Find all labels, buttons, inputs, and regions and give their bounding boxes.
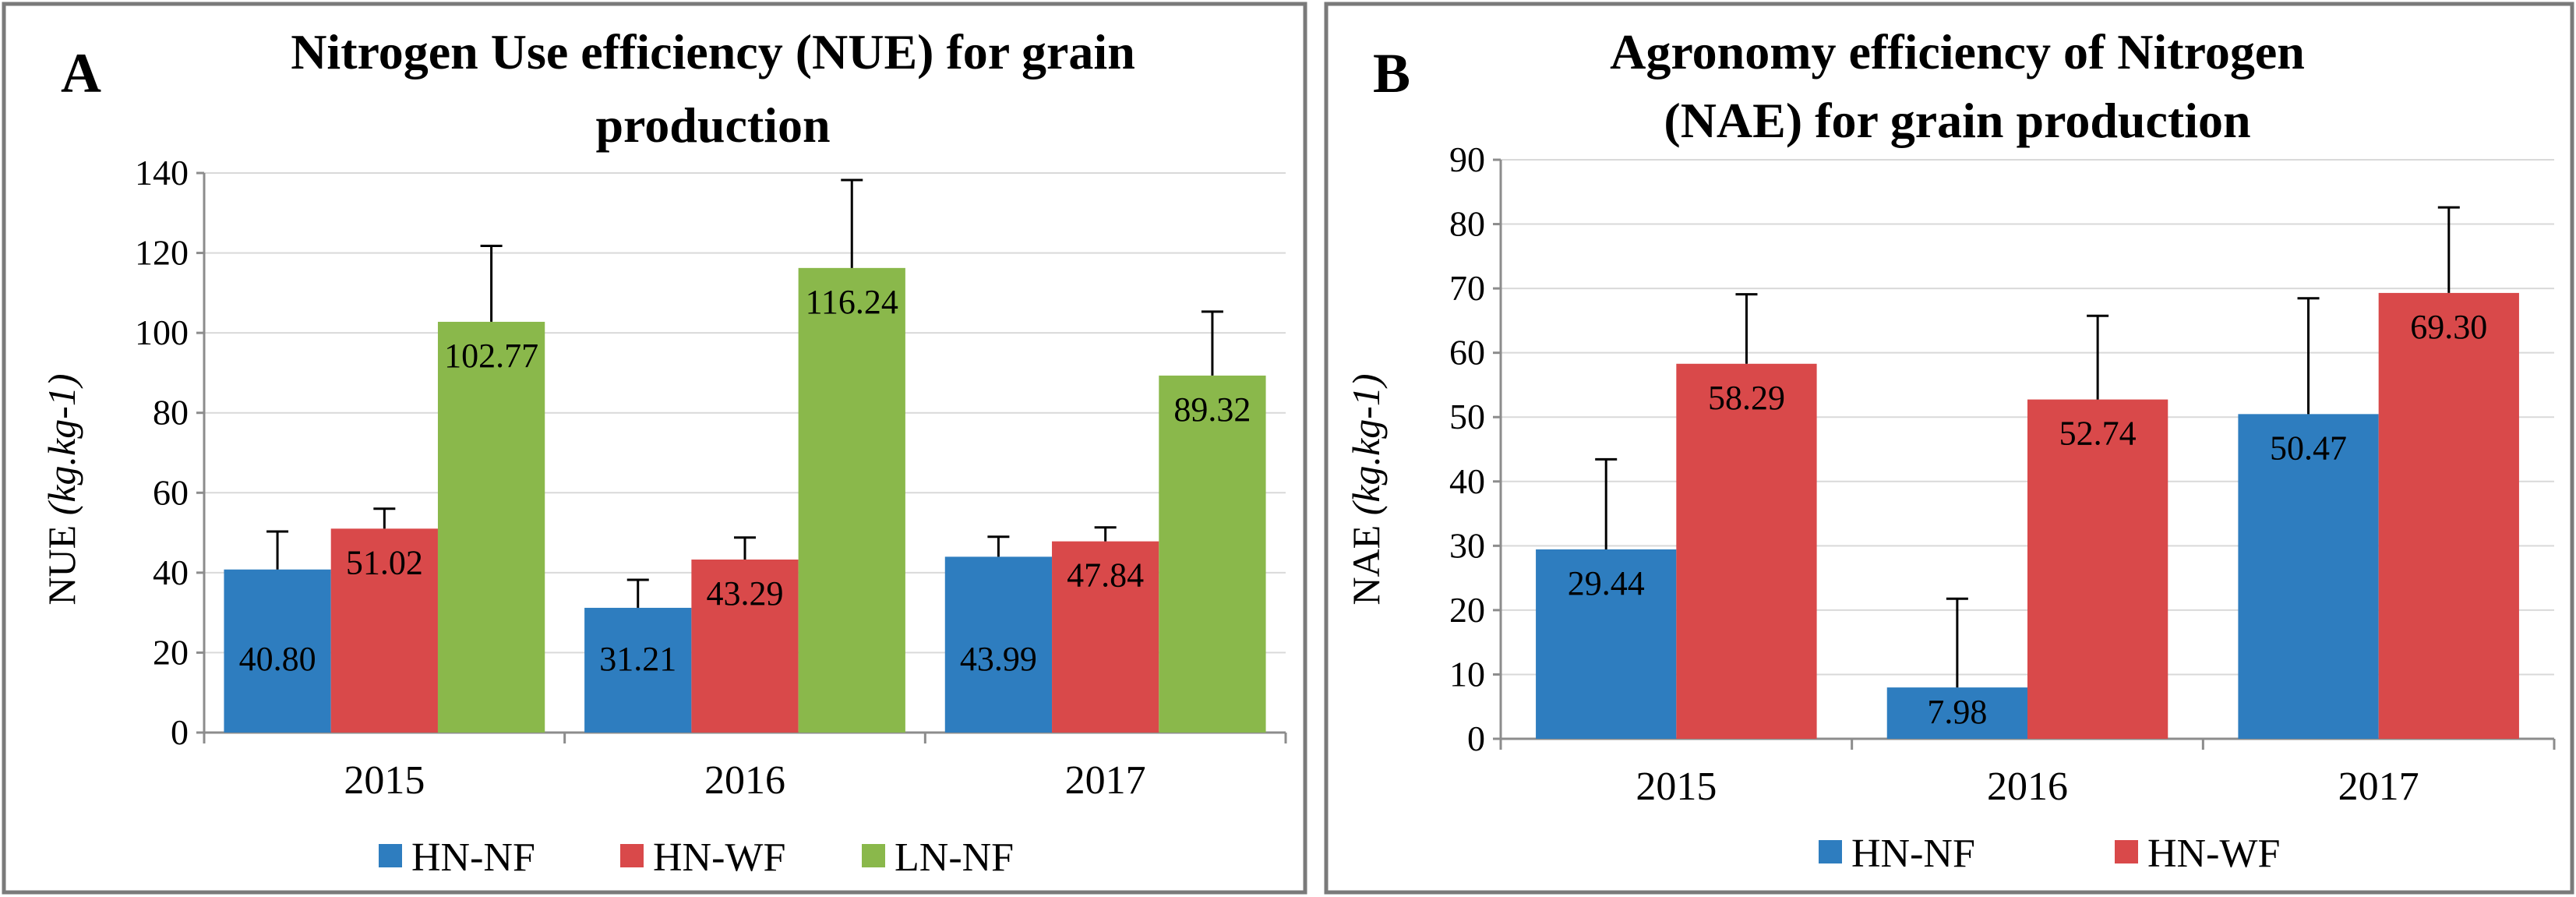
panel-a-y-tick-label: 80 [153, 393, 189, 433]
panel-a-bar-hn-wf [330, 528, 438, 733]
panel-b-legend-swatch-hn-nf [1819, 840, 1842, 863]
panel-a-data-label: 31.21 [599, 640, 676, 678]
panel-b-y-axis-label-unit: (kg.kg-1) [1344, 373, 1388, 515]
panel-a-bar-hn-wf [1052, 541, 1159, 733]
panel-b-bar-hn-nf [2238, 414, 2379, 739]
panel-a-bar-ln-nf [798, 267, 905, 733]
panel-a-title-line-2: production [595, 97, 830, 153]
panel-a-data-label: 116.24 [806, 283, 898, 321]
panel-a-y-axis-label-unit: (kg.kg-1) [40, 373, 83, 515]
panel-b: B Agronomy efficiency of Nitrogen (NAE) … [1324, 2, 2574, 895]
panel-a-y-tick-label: 100 [135, 313, 189, 352]
panel-b-legend-label-hn-nf: HN-NF [1851, 832, 1975, 876]
panel-b-y-tick-label: 40 [1449, 461, 1485, 501]
panel-a-data-label: 40.80 [239, 640, 316, 678]
panel-b-legend: HN-NF HN-WF [1819, 832, 2280, 876]
panel-b-y-tick-label: 20 [1449, 590, 1485, 630]
panel-b-data-label: 50.47 [2270, 429, 2347, 467]
panel-a-legend-swatch-ln-nf [862, 844, 885, 867]
panel-b-letter: B [1373, 42, 1410, 104]
panel-b-plot: 0 10 20 30 40 50 60 70 80 90 2015 29.44 58.29 20167.9… [1449, 139, 2556, 809]
panel-b-bar-hn-wf [1676, 363, 1817, 739]
panel-b-legend-label-hn-wf: HN-WF [2147, 832, 2280, 876]
panel-b-y-tick-label: 90 [1449, 139, 1485, 179]
panel-a-bar-hn-nf [944, 556, 1053, 733]
panel-b-x-category-label: 2016 [1987, 765, 2068, 809]
panel-a: A Nitrogen Use efficiency (NUE) for grai… [2, 2, 1307, 895]
panel-a-legend-swatch-hn-wf [620, 844, 644, 867]
panel-a-data-label: 51.02 [346, 543, 423, 581]
panel-a-y-tick-label: 140 [135, 153, 189, 192]
panel-b-data-label: 69.30 [2410, 308, 2487, 346]
panel-a-data-label: 102.77 [444, 337, 538, 375]
panel-a-bar-hn-nf [584, 607, 692, 733]
panel-a-x-category-label: 2016 [704, 758, 785, 803]
panel-b-bar-hn-nf [1536, 549, 1677, 739]
panel-a-y-axis-label: NUE (kg.kg-1) [40, 373, 83, 605]
panel-a-x-category-label: 2015 [344, 758, 425, 803]
panel-a-legend: HN-NF HN-WF LN-NF [379, 835, 1014, 880]
panel-b-y-tick-label: 50 [1449, 397, 1485, 436]
panel-a-legend-label-hn-nf: HN-NF [411, 835, 535, 880]
panel-a-legend-swatch-hn-nf [379, 844, 402, 867]
panel-b-legend-swatch-hn-wf [2115, 840, 2138, 863]
panel-b-y-tick-label: 60 [1449, 333, 1485, 373]
panel-a-bar-ln-nf [1159, 375, 1266, 733]
panel-b-y-axis-label-name: NAE [1344, 525, 1388, 606]
panel-b-x-category-label: 2015 [1636, 765, 1717, 809]
panel-a-data-label: 43.29 [707, 574, 784, 613]
panel-a-y-tick-label: 0 [171, 712, 189, 752]
panel-b-data-label: 58.29 [1708, 379, 1785, 417]
panel-b-data-label: 52.74 [2059, 415, 2137, 453]
panel-b-data-label: 29.44 [1568, 564, 1645, 602]
panel-b-title-line-1: Agronomy efficiency of Nitrogen [1610, 24, 2305, 79]
panel-b-y-tick-label: 70 [1449, 268, 1485, 308]
panel-b-bar-hn-wf [2378, 292, 2519, 739]
panel-a-bar-hn-wf [691, 559, 799, 733]
panel-b-y-tick-label: 30 [1449, 525, 1485, 565]
panel-a-data-label: 43.99 [960, 640, 1037, 678]
panel-a-legend-label-ln-nf: LN-NF [895, 835, 1014, 880]
panel-a-y-axis-label-name: NUE [40, 525, 83, 606]
panel-b-y-tick-label: 80 [1449, 204, 1485, 244]
panel-b-y-axis-label: NAE (kg.kg-1) [1344, 373, 1388, 605]
panel-a-bar-ln-nf [437, 321, 545, 733]
panel-a-letter: A [61, 42, 101, 104]
panel-a-plot: 0 20 40 60 80 100 120 140 2015 40.80 51.02 102.77 20… [135, 153, 1287, 803]
panel-b-bar-hn-wf [2027, 399, 2168, 739]
panel-a-legend-label-hn-wf: HN-WF [653, 835, 785, 880]
panel-a-y-tick-label: 40 [153, 553, 189, 592]
panel-a-bar-hn-nf [224, 569, 331, 733]
panel-b-bar-hn-nf [1886, 687, 2027, 739]
panel-a-y-tick-label: 120 [135, 233, 189, 273]
panel-a-data-label: 47.84 [1067, 556, 1144, 595]
panel-b-y-tick-label: 0 [1467, 719, 1485, 758]
panel-b-data-label: 7.98 [1927, 693, 1987, 731]
panel-b-title-line-2: (NAE) for grain production [1664, 93, 2250, 148]
panel-a-x-category-label: 2017 [1065, 758, 1146, 803]
panel-b-x-category-label: 2017 [2338, 765, 2419, 809]
panel-a-y-tick-label: 60 [153, 472, 189, 512]
panel-a-y-tick-label: 20 [153, 632, 189, 672]
panel-a-frame [2, 2, 1307, 895]
panel-a-title-line-1: Nitrogen Use efficiency (NUE) for grain [291, 24, 1135, 79]
panel-a-data-label: 89.32 [1173, 390, 1251, 429]
panel-b-y-tick-label: 10 [1449, 654, 1485, 694]
